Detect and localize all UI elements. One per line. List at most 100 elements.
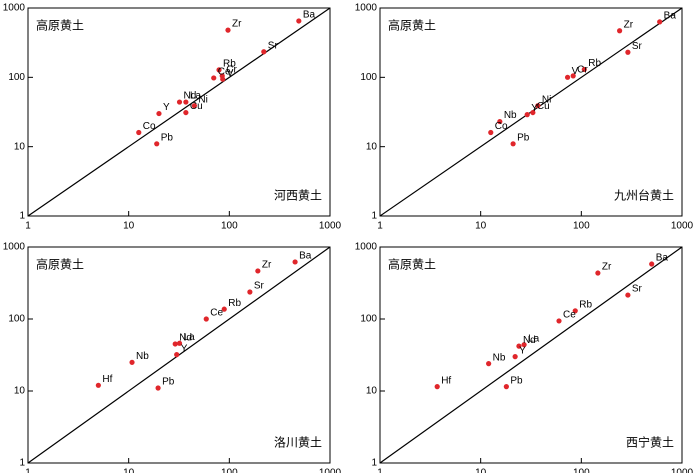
point [136, 129, 142, 136]
y-tick-label: 10 [14, 141, 26, 152]
point [247, 289, 253, 295]
point-label: Ce [563, 310, 576, 321]
point-label: Nb [493, 352, 506, 363]
y-tick-label: 1 [19, 211, 25, 222]
point [183, 109, 189, 116]
point-label: Pb [510, 375, 523, 386]
y-tick-label: 1000 [3, 3, 26, 14]
point-label: Ba [664, 11, 677, 22]
annotation: 高原黄土 [36, 18, 84, 33]
point [154, 141, 160, 147]
point [176, 99, 183, 105]
point-label: Zr [232, 19, 242, 30]
point-label: Hf [441, 375, 451, 386]
point-label: La [184, 332, 196, 343]
x-tick-label: 1000 [319, 221, 342, 232]
point-label: Ba [303, 10, 316, 21]
point-label: Nd [184, 91, 197, 102]
point [570, 73, 576, 79]
point-label: Zr [624, 19, 634, 30]
x-tick-label: 1 [377, 221, 383, 232]
point [255, 268, 261, 274]
point-label: Y [181, 343, 188, 354]
point-label: V [572, 66, 579, 77]
x-tick-label: 1 [25, 468, 31, 473]
point [512, 354, 518, 360]
y-tick-label: 1 [371, 458, 377, 469]
y-tick-label: 100 [360, 314, 377, 325]
point [595, 270, 601, 276]
point-label: Sr [632, 284, 643, 295]
point [625, 49, 631, 55]
point-label: Nb [136, 351, 149, 362]
point [296, 18, 302, 24]
plot-frame [379, 246, 683, 464]
point [221, 306, 227, 312]
point [172, 341, 178, 347]
plot-frame [27, 246, 331, 464]
y-tick-label: 10 [366, 141, 378, 152]
point [530, 109, 536, 116]
point [129, 359, 135, 365]
point [225, 27, 231, 33]
x-tick-label: 10 [123, 468, 135, 473]
point-label: La [528, 333, 540, 344]
y-tick-label: 1000 [355, 3, 378, 14]
point-label: Rb [223, 59, 236, 70]
point-label: Ce [218, 67, 231, 78]
x-tick-label: 100 [221, 221, 238, 232]
x-tick-label: 100 [573, 468, 590, 473]
point-label: Nb [504, 110, 517, 121]
point-label: Y [519, 345, 526, 356]
plot-frame [27, 7, 331, 217]
y-tick-label: 10 [366, 386, 378, 397]
y-tick-label: 100 [8, 72, 25, 83]
point [617, 28, 623, 34]
point [95, 382, 101, 388]
point-label: Ce [210, 308, 223, 319]
point [155, 385, 161, 391]
y-tick-label: 1 [371, 211, 377, 222]
point [535, 103, 541, 109]
point [521, 342, 527, 348]
reference-line [379, 246, 683, 464]
point-label: Hf [102, 374, 112, 385]
point [220, 76, 226, 82]
annotation: 高原黄土 [36, 257, 84, 272]
x-tick-label: 10 [475, 221, 487, 232]
point [556, 318, 562, 324]
reference-line [27, 7, 331, 217]
x-tick-label: 1000 [319, 468, 342, 473]
point-label: Y [163, 102, 170, 113]
point-label: Sr [632, 41, 643, 52]
point-label: Pb [517, 132, 530, 143]
y-tick-label: 100 [8, 314, 25, 325]
point-label: Sr [268, 40, 279, 51]
point [564, 74, 571, 80]
annotation: 高原黄土 [388, 257, 436, 272]
annotation: 河西黄土 [274, 189, 322, 203]
x-tick-label: 1000 [671, 468, 694, 473]
point-label: Cu [190, 101, 203, 112]
x-tick-label: 1000 [671, 221, 694, 232]
point [203, 316, 209, 322]
point-label: Rb [579, 299, 592, 310]
point [216, 67, 222, 73]
x-tick-label: 100 [221, 468, 238, 473]
point-label: Pb [162, 377, 175, 388]
plot-frame [379, 7, 683, 217]
y-tick-label: 100 [360, 72, 377, 83]
point [524, 112, 530, 118]
point-label: Ba [656, 253, 669, 264]
annotation: 高原黄土 [388, 18, 436, 33]
point [434, 384, 440, 390]
point [176, 340, 183, 346]
point [191, 103, 198, 109]
annotation: 洛川黄土 [274, 435, 322, 450]
point [211, 75, 217, 81]
y-tick-label: 1 [19, 458, 25, 469]
point-label: Ni [198, 94, 207, 105]
point [156, 110, 162, 117]
point [292, 259, 298, 265]
